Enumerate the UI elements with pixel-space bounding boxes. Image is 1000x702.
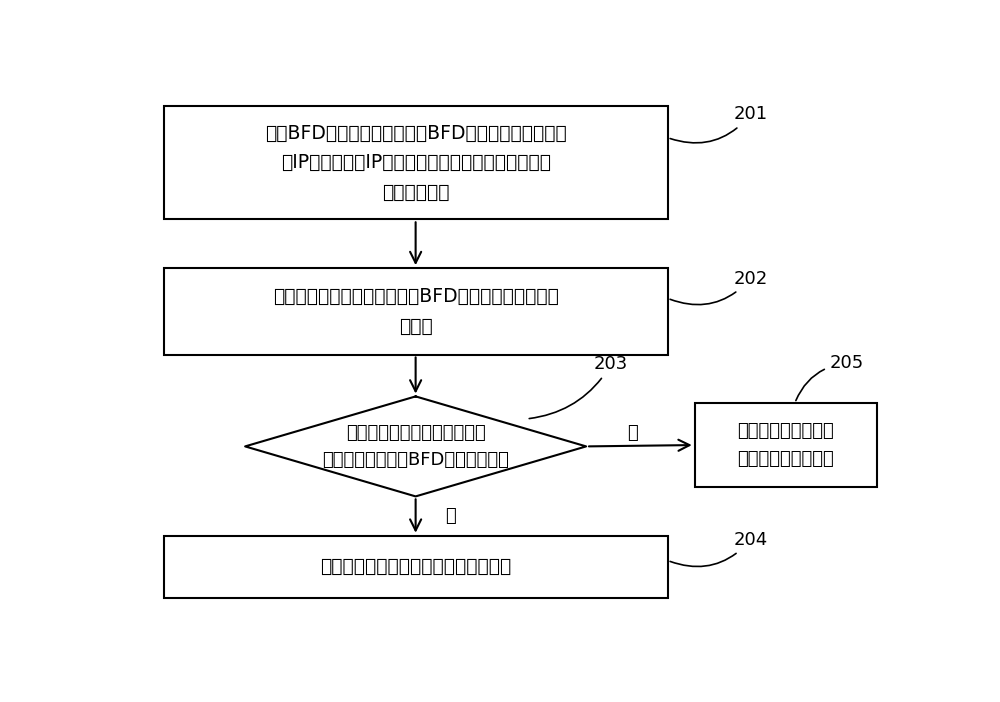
Text: 203: 203 [529,355,628,418]
Text: 204: 204 [670,531,768,567]
Text: 否: 否 [627,424,638,442]
Text: 根据目的物理地址将所构造的BFD检测报文发送至第三
方设备: 根据目的物理地址将所构造的BFD检测报文发送至第三 方设备 [273,287,559,336]
FancyBboxPatch shape [164,106,668,219]
Text: 205: 205 [796,354,864,401]
Text: 是: 是 [445,507,456,525]
FancyBboxPatch shape [164,268,668,355]
Text: 构造BFD检测报文，所构造的BFD检测报文以目的设备
的IP地址为目的IP地址、以第三方设备的物理地址为
目的物理地址: 构造BFD检测报文，所构造的BFD检测报文以目的设备 的IP地址为目的IP地址、… [265,124,566,201]
FancyBboxPatch shape [695,403,877,487]
FancyBboxPatch shape [164,536,668,598]
Polygon shape [245,397,586,496]
Text: 202: 202 [670,270,768,305]
Text: 判断是否在预设时长内接收到
由目的设备返回的BFD检测响应报文: 判断是否在预设时长内接收到 由目的设备返回的BFD检测响应报文 [322,423,509,470]
Text: 201: 201 [670,105,768,143]
Text: 确定源设备与目的设备之间的链路连通: 确定源设备与目的设备之间的链路连通 [320,557,511,576]
Text: 确定源设备与目的设
备之间的链路不连通: 确定源设备与目的设 备之间的链路不连通 [737,422,834,468]
